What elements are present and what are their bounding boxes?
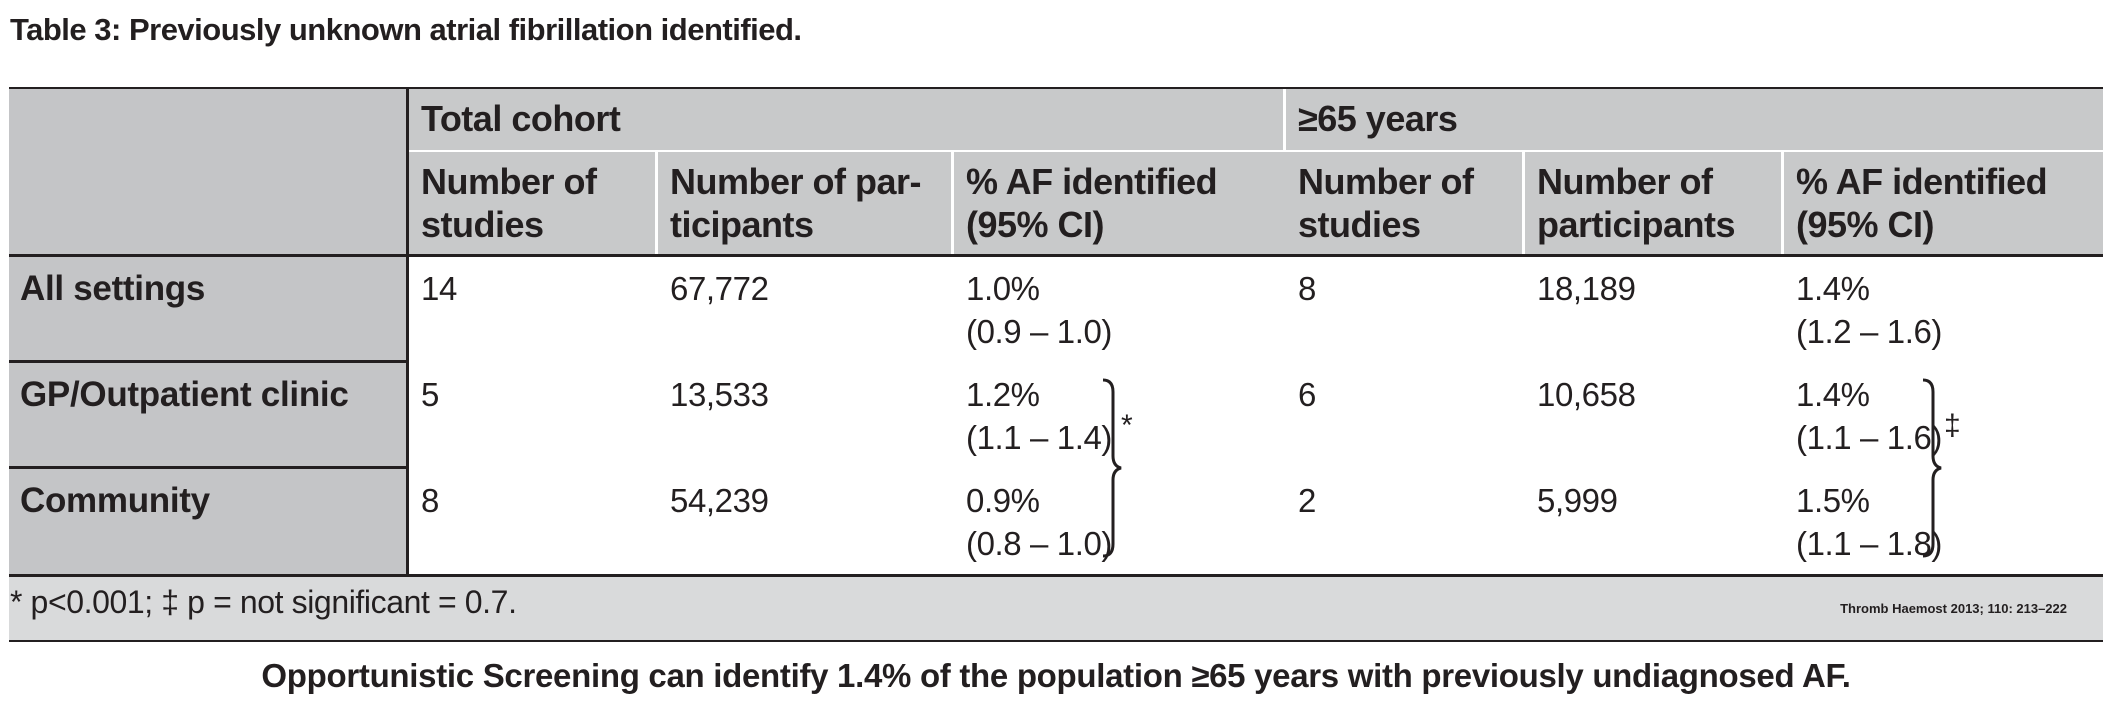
cell-total-af: 1.0% (0.9 – 1.0) [954, 257, 1112, 353]
col-header-older-studies: Number of studies [1286, 152, 1522, 246]
af-ci: (0.8 – 1.0) [966, 525, 1113, 562]
col-header-total-studies-line1: Number of [421, 161, 597, 202]
af-percent: 1.0% [966, 270, 1040, 307]
row-header-column [9, 89, 406, 574]
af-percent: 0.9% [966, 482, 1040, 519]
af-ci: (1.1 – 1.8) [1796, 525, 1943, 562]
col-sep-5 [1781, 152, 1784, 574]
col-header-older-studies-line2: studies [1298, 204, 1421, 245]
col-header-total-participants: Number of par- ticipants [658, 152, 951, 246]
col-header-total-participants-line2: ticipants [670, 204, 814, 245]
col-header-total-af: % AF identified (95% CI) [954, 152, 1283, 246]
col-header-older-participants: Number of participants [1525, 152, 1781, 246]
row-header-divider [406, 89, 409, 574]
group-total-cohort: Total cohort [421, 98, 621, 139]
cell-total-af: 0.9% (0.8 – 1.0) [954, 469, 1112, 565]
cell-older-participants: 18,189 [1537, 270, 1636, 307]
row-label-gp-outpatient: GP/Outpatient clinic [20, 375, 349, 414]
row-label-all-settings: All settings [20, 269, 206, 308]
col-sep-4 [1522, 152, 1525, 574]
row-header-sep-1 [9, 360, 406, 363]
row-sep-1 [409, 360, 2103, 363]
cell-total-participants: 13,533 [670, 376, 769, 413]
cell-older-af: 1.4% (1.2 – 1.6) [1784, 257, 1942, 353]
slide-caption: Opportunistic Screening can identify 1.4… [261, 657, 1851, 694]
row-sep-2 [409, 466, 2103, 469]
significance-mark-total: * [1121, 409, 1133, 442]
group-divider [1283, 89, 1286, 574]
row-header-sep-2 [9, 466, 406, 469]
col-header-total-participants-line1: Number of par- [670, 161, 922, 202]
table-title: Table 3: Previously unknown atrial fibri… [10, 12, 802, 47]
group-65-years: ≥65 years [1298, 98, 1458, 139]
cell-total-af: 1.2% (1.1 – 1.4) [954, 363, 1112, 459]
col-header-older-participants-line1: Number of [1537, 161, 1713, 202]
af-ci: (1.2 – 1.6) [1796, 313, 1943, 350]
af-ci: (1.1 – 1.4) [966, 419, 1113, 456]
af-percent: 1.4% [1796, 270, 1870, 307]
cell-total-participants: 54,239 [670, 482, 769, 519]
col-header-older-studies-line1: Number of [1298, 161, 1474, 202]
af-ci: (1.1 – 1.6) [1796, 419, 1943, 456]
cell-older-studies: 2 [1298, 482, 1316, 519]
col-sep-1 [655, 152, 658, 574]
cell-older-studies: 8 [1298, 270, 1316, 307]
cell-total-studies: 5 [421, 376, 439, 413]
col-header-older-participants-line2: participants [1537, 204, 1736, 245]
column-header-row [409, 152, 2103, 254]
footnote-band [9, 577, 2103, 640]
af-ci: (0.9 – 1.0) [966, 313, 1113, 350]
cell-older-participants: 5,999 [1537, 482, 1618, 519]
col-header-total-af-line1: % AF identified [966, 161, 1218, 202]
col-header-older-af: % AF identified (95% CI) [1784, 152, 2103, 246]
col-header-older-af-line2: (95% CI) [1796, 204, 1935, 245]
results-table: Total cohort ≥65 years Number of studies… [9, 87, 2103, 642]
brace-older-icon [1922, 378, 1942, 558]
af-percent: 1.2% [966, 376, 1040, 413]
body-bottom-rule [9, 574, 2103, 577]
cell-total-studies: 8 [421, 482, 439, 519]
cell-total-studies: 14 [421, 270, 457, 307]
cell-older-studies: 6 [1298, 376, 1316, 413]
row-label-community: Community [20, 481, 210, 520]
cell-older-participants: 10,658 [1537, 376, 1636, 413]
col-sep-2 [951, 152, 954, 574]
col-header-total-studies-line2: studies [421, 204, 544, 245]
cell-older-af: 1.4% (1.1 – 1.6) [1784, 363, 1942, 459]
significance-mark-older: ‡ [1944, 409, 1961, 442]
brace-total-icon [1102, 378, 1122, 558]
cell-total-participants: 67,772 [670, 270, 769, 307]
group-header-row [409, 89, 2103, 150]
group-under-rule [409, 150, 2103, 152]
table-footnote: * p<0.001; ‡ p = not significant = 0.7. [10, 584, 517, 620]
col-header-total-studies: Number of studies [409, 152, 655, 246]
table-top-rule [9, 87, 2103, 89]
col-header-total-af-line2: (95% CI) [966, 204, 1105, 245]
citation: Thromb Haemost 2013; 110: 213–222 [1840, 601, 2067, 616]
col-header-older-af-line1: % AF identified [1796, 161, 2048, 202]
cell-older-af: 1.5% (1.1 – 1.8) [1784, 469, 1942, 565]
af-percent: 1.5% [1796, 482, 1870, 519]
af-percent: 1.4% [1796, 376, 1870, 413]
table-bottom-rule [9, 640, 2103, 642]
header-bottom-rule [9, 254, 2103, 257]
